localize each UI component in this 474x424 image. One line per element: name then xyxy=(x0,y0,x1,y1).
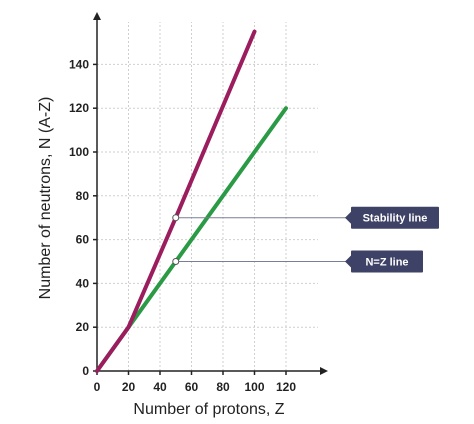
x-axis-title: Number of protons, Z xyxy=(133,401,284,418)
y-axis-title: Number of neutrons, N (A-Z) xyxy=(37,97,54,300)
y-tick-label-0: 0 xyxy=(82,364,89,378)
y-tick-label-40: 40 xyxy=(76,276,90,290)
callout-pointer-1 xyxy=(345,255,351,268)
series-lines xyxy=(95,29,288,373)
x-axis-arrow xyxy=(320,367,328,375)
y-tick-label-140: 140 xyxy=(69,57,89,71)
series-line-0 xyxy=(95,29,257,373)
callout-marker-0 xyxy=(172,214,180,222)
x-tick-label-120: 120 xyxy=(276,380,296,394)
y-tick-label-120: 120 xyxy=(69,101,89,115)
x-tick-label-60: 60 xyxy=(185,380,199,394)
tick-labels: 0 20 40 60 80 100 120 0 20 40 60 80 100 120 140 xyxy=(69,57,296,394)
callout-label-1: N=Z line xyxy=(365,257,408,269)
y-tick-label-60: 60 xyxy=(76,233,90,247)
x-tick-label-40: 40 xyxy=(153,380,167,394)
y-tick-label-80: 80 xyxy=(76,189,90,203)
y-axis-arrow xyxy=(93,12,101,20)
callout-box-0 xyxy=(351,206,439,229)
axes xyxy=(93,12,328,375)
callouts: Stability line N=Z line xyxy=(172,206,439,273)
callout-marker-1 xyxy=(172,258,180,265)
grid xyxy=(97,22,318,371)
y-tick-label-100: 100 xyxy=(69,145,89,159)
callout-box-1 xyxy=(351,250,423,273)
x-tick-label-20: 20 xyxy=(122,380,136,394)
x-tick-label-0: 0 xyxy=(94,380,101,394)
y-tick-label-20: 20 xyxy=(76,320,90,334)
x-tick-label-100: 100 xyxy=(244,380,264,394)
callout-pointer-0 xyxy=(345,211,351,224)
x-tick-label-80: 80 xyxy=(216,380,230,394)
callout-label-0: Stability line xyxy=(363,213,428,225)
